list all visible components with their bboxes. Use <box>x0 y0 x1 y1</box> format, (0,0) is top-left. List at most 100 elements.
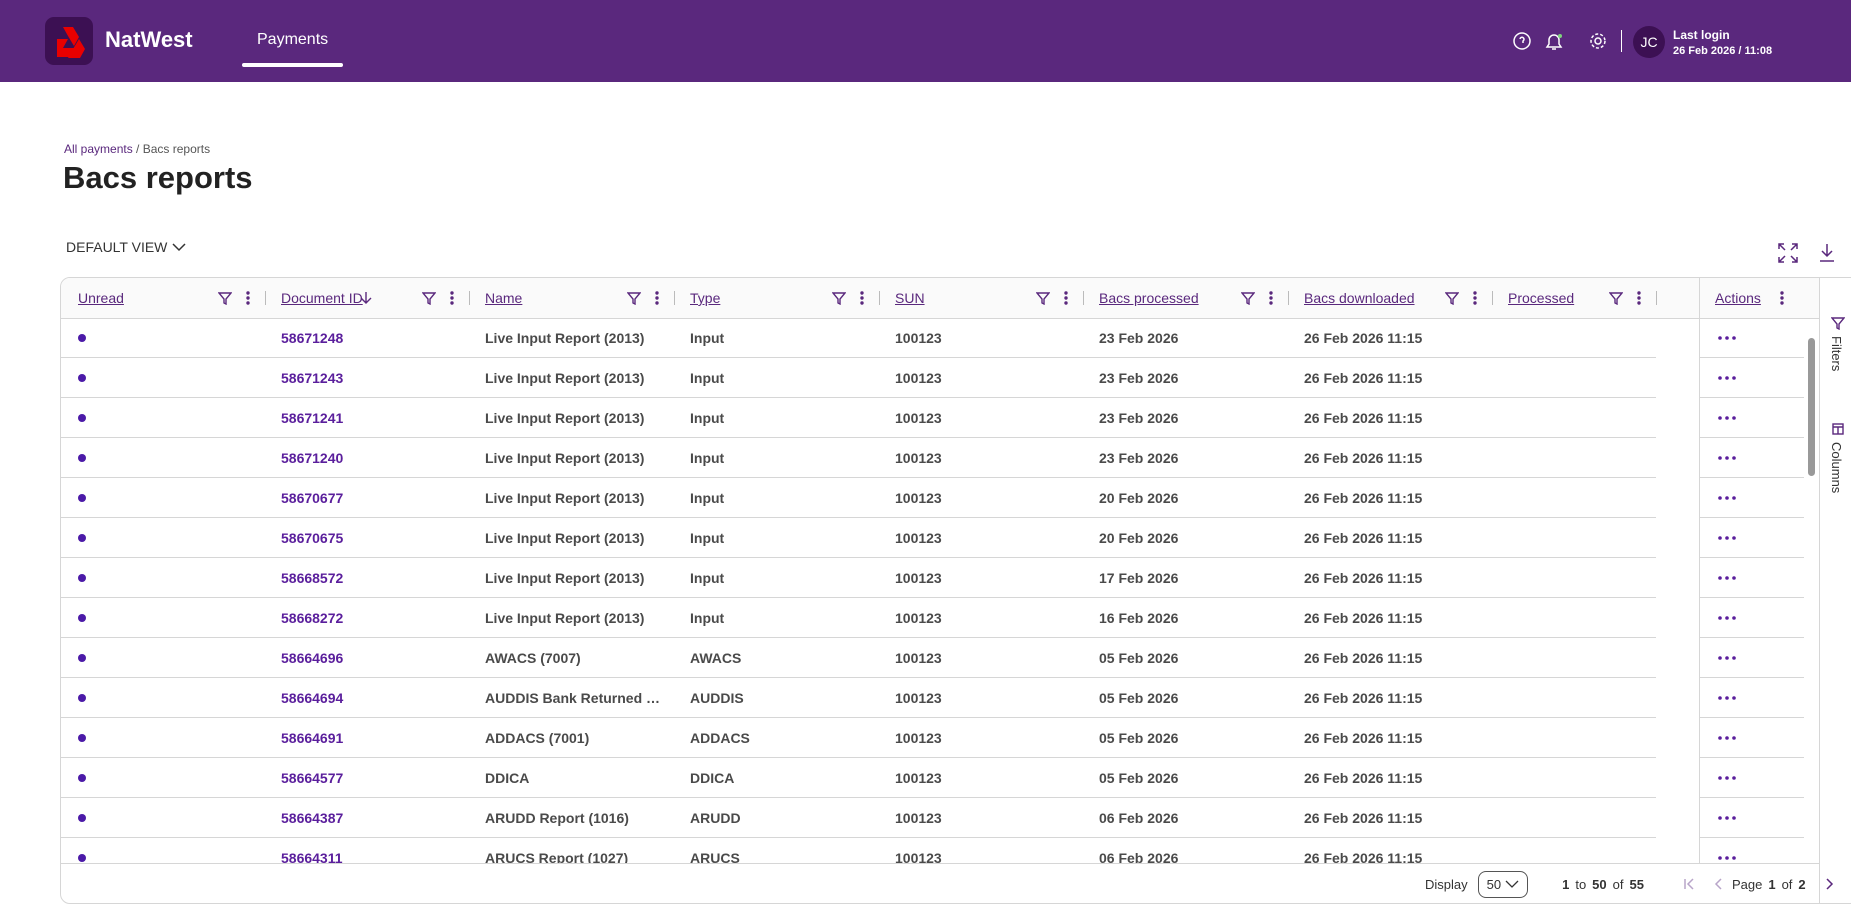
row-actions[interactable] <box>1715 610 1739 626</box>
column-header[interactable]: Processed <box>1508 290 1575 306</box>
document-id-link[interactable]: 58671241 <box>281 410 344 426</box>
column-menu[interactable] <box>241 291 255 305</box>
first-page[interactable] <box>1682 877 1696 891</box>
column-menu[interactable] <box>1468 291 1482 305</box>
breadcrumb-link[interactable]: All payments <box>64 142 133 156</box>
filter-icon[interactable] <box>1240 291 1256 306</box>
cell-text: 05 Feb 2026 <box>1099 730 1179 746</box>
filter-icon[interactable] <box>1608 291 1624 306</box>
range-text: of <box>1612 876 1624 892</box>
filter-icon[interactable] <box>1035 291 1051 306</box>
row-actions[interactable] <box>1715 490 1739 506</box>
row-actions[interactable] <box>1715 690 1739 706</box>
nav-payments[interactable]: Payments <box>257 31 329 48</box>
page-size-select[interactable]: 50 <box>1477 870 1529 898</box>
filter-icon[interactable] <box>1444 291 1460 306</box>
row-divider <box>61 717 1656 718</box>
column-header[interactable]: Unread <box>78 290 124 306</box>
row-actions[interactable] <box>1715 450 1739 466</box>
row-divider <box>61 597 1656 598</box>
prev-page[interactable] <box>1712 877 1726 891</box>
column-header[interactable]: Bacs processed <box>1099 290 1199 306</box>
cell-text: 26 Feb 2026 11:15 <box>1304 370 1423 386</box>
row-actions[interactable] <box>1715 570 1739 586</box>
sort-icon[interactable] <box>359 291 373 305</box>
view-selector[interactable]: DEFAULT VIEW <box>66 239 187 255</box>
cell-text: Input <box>690 530 725 546</box>
filter-icon[interactable] <box>831 291 847 306</box>
column-header[interactable]: SUN <box>895 290 925 306</box>
document-id-link[interactable]: 58668572 <box>281 570 344 586</box>
column-header[interactable]: Bacs downloaded <box>1304 290 1415 306</box>
toolbar-icons[interactable] <box>1777 242 1841 264</box>
document-id-link[interactable]: 58664691 <box>281 730 344 746</box>
header-icons[interactable] <box>1512 31 1612 53</box>
document-id-link[interactable]: 58670675 <box>281 530 344 546</box>
next-page[interactable] <box>1822 877 1836 891</box>
column-menu[interactable] <box>445 291 459 305</box>
document-id-link[interactable]: 58664387 <box>281 810 344 826</box>
column-separator <box>1083 291 1084 305</box>
row-divider <box>61 837 1656 838</box>
cell-text: Input <box>690 330 725 346</box>
document-id-link[interactable]: 58664694 <box>281 690 344 706</box>
column-separator <box>674 291 675 305</box>
cell-text: 26 Feb 2026 11:15 <box>1304 650 1423 666</box>
column-header[interactable]: Type <box>690 290 721 306</box>
column-header[interactable]: Name <box>485 290 523 306</box>
column-menu[interactable] <box>1264 291 1278 305</box>
cell-text: 06 Feb 2026 <box>1099 810 1179 826</box>
document-id-link[interactable]: 58668272 <box>281 610 344 626</box>
column-menu[interactable] <box>1775 291 1789 305</box>
cell-text: 100123 <box>895 650 942 666</box>
document-id-link[interactable]: 58670677 <box>281 490 344 506</box>
document-id-link[interactable]: 58664577 <box>281 770 344 786</box>
document-id-link[interactable]: 58671248 <box>281 330 344 346</box>
row-actions[interactable] <box>1715 850 1739 863</box>
column-header[interactable]: Document ID <box>281 290 363 306</box>
cell-text: 26 Feb 2026 11:15 <box>1304 490 1423 506</box>
filter-icon[interactable] <box>217 291 233 306</box>
cell-text: AUDDIS Bank Returned … <box>485 690 661 706</box>
row-divider <box>61 637 1656 638</box>
cell-text: 100123 <box>895 770 942 786</box>
column-menu[interactable] <box>1632 291 1646 305</box>
page-text: Page <box>1731 876 1763 892</box>
row-actions[interactable] <box>1715 770 1739 786</box>
row-actions[interactable] <box>1715 530 1739 546</box>
row-divider <box>1699 717 1804 718</box>
page-title: Bacs reports <box>63 160 253 195</box>
document-id-link[interactable]: 58671243 <box>281 370 344 386</box>
cell-text: ADDACS (7001) <box>485 730 590 746</box>
filter-icon[interactable] <box>626 291 642 306</box>
breadcrumb-separator: / <box>136 142 140 156</box>
filter-icon[interactable] <box>421 291 437 306</box>
row-actions[interactable] <box>1715 410 1739 426</box>
column-menu[interactable] <box>1059 291 1073 305</box>
row-actions[interactable] <box>1715 370 1739 386</box>
row-actions[interactable] <box>1715 810 1739 826</box>
cell-text: DDICA <box>485 770 530 786</box>
row-actions[interactable] <box>1715 330 1739 346</box>
column-menu[interactable] <box>650 291 664 305</box>
cell-text: 100123 <box>895 490 942 506</box>
document-id-link[interactable]: 58671240 <box>281 450 344 466</box>
avatar[interactable]: JC <box>1633 26 1665 58</box>
side-icon[interactable] <box>1831 422 1845 436</box>
document-id-link[interactable]: 58664696 <box>281 650 344 666</box>
row-actions[interactable] <box>1715 730 1739 746</box>
column-header[interactable]: Actions <box>1715 290 1761 306</box>
logo[interactable] <box>45 17 93 65</box>
column-menu[interactable] <box>855 291 869 305</box>
side-tab[interactable]: Filters <box>1829 336 1844 372</box>
cell-text: Input <box>690 610 725 626</box>
column-separator <box>1656 291 1657 305</box>
cell-text: Live Input Report (2013) <box>485 490 645 506</box>
side-tab[interactable]: Columns <box>1829 442 1844 494</box>
cell-text: ADDACS <box>690 730 750 746</box>
document-id-link[interactable]: 58664311 <box>281 850 343 863</box>
side-icon[interactable] <box>1830 316 1846 331</box>
range-text: 55 <box>1629 876 1644 892</box>
column-separator <box>879 291 880 305</box>
row-actions[interactable] <box>1715 650 1739 666</box>
